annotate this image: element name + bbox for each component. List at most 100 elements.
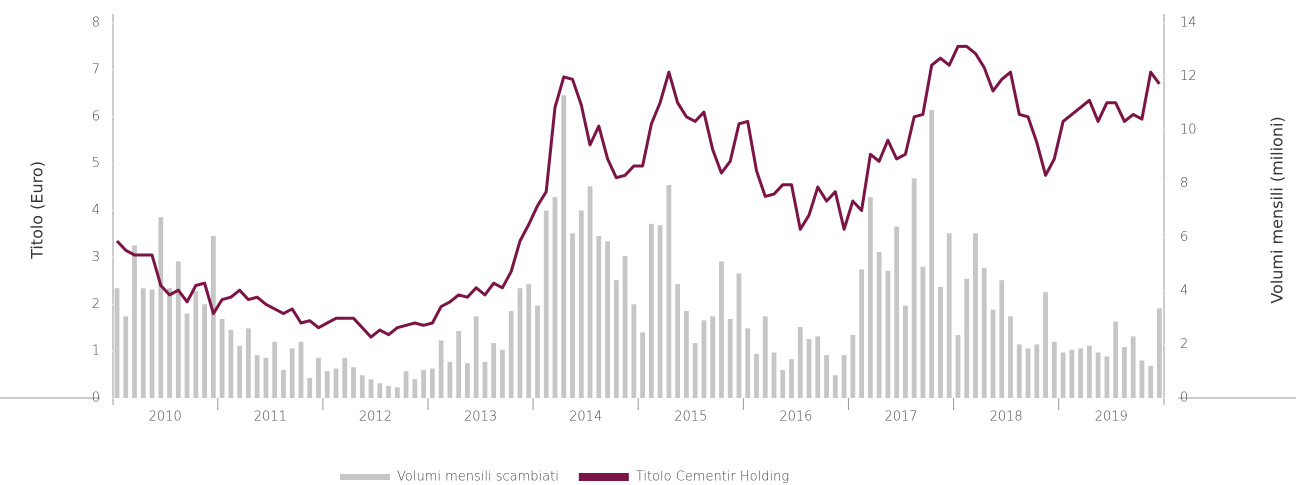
bar: [1016, 344, 1022, 398]
bar: [1139, 360, 1145, 398]
bar: [867, 197, 873, 398]
bar: [482, 361, 488, 398]
bar: [938, 286, 943, 398]
bar: [894, 226, 900, 398]
bar: [307, 377, 313, 398]
bar: [517, 288, 523, 398]
bar: [911, 178, 917, 398]
bar: [1104, 356, 1110, 398]
bar: [876, 252, 882, 398]
bar: [1095, 352, 1101, 398]
y2-tick-label: 0: [1180, 391, 1188, 406]
x-tick-label: 2013: [464, 410, 497, 425]
bar: [964, 278, 970, 398]
bar: [281, 369, 286, 398]
bar: [570, 233, 575, 398]
bar: [754, 353, 759, 398]
legend-label: Volumi mensili scambiati: [397, 470, 559, 485]
y2-tick-label: 8: [1180, 176, 1188, 191]
bar: [429, 368, 435, 398]
bar: [210, 235, 216, 398]
bar: [412, 379, 418, 398]
y2-tick-label: 14: [1180, 16, 1197, 31]
bar: [640, 332, 645, 398]
bar: [1043, 292, 1048, 398]
bar: [351, 367, 356, 398]
bar: [246, 328, 251, 398]
bar: [167, 288, 172, 398]
bar: [710, 316, 716, 398]
line: [115, 44, 1161, 339]
bar: [491, 343, 497, 398]
bar: [114, 288, 120, 398]
bar: [824, 355, 829, 398]
bar: [920, 266, 926, 398]
x-tick-label: 2012: [359, 410, 392, 425]
bar: [543, 210, 549, 398]
x-tick-label: 2018: [990, 410, 1023, 425]
bar: [456, 331, 462, 398]
legend-label: Titolo Cementir Holding: [636, 470, 789, 485]
bar: [780, 369, 786, 398]
bar: [228, 329, 234, 398]
bar: [421, 369, 426, 398]
bar: [631, 304, 637, 398]
bar: [675, 284, 681, 398]
x-tick-label: 2016: [779, 410, 812, 425]
bar: [158, 217, 164, 398]
bar: [175, 261, 181, 398]
bar: [850, 335, 856, 398]
x-tick-label: 2011: [254, 410, 287, 425]
bar: [272, 341, 278, 398]
bar: [184, 313, 190, 398]
bar: [535, 305, 540, 398]
bar: [1034, 344, 1040, 398]
x-tick-label: 2015: [674, 410, 707, 425]
bar: [1069, 349, 1075, 398]
bar: [605, 241, 610, 398]
bar: [132, 245, 137, 398]
bar: [596, 235, 602, 398]
bar: [377, 383, 383, 398]
x-tick-label: 2014: [569, 410, 602, 425]
bar: [438, 340, 444, 398]
y-tick-label: 2: [92, 297, 100, 312]
bar: [578, 210, 584, 398]
bar: [561, 95, 567, 399]
bar: [745, 328, 751, 398]
bar: [762, 316, 768, 398]
x-tick-label: 2017: [884, 410, 917, 425]
bar: [727, 318, 733, 398]
bar: [254, 355, 260, 398]
y-tick-label: 3: [92, 250, 100, 265]
legend-swatch: [340, 474, 390, 480]
bar: [386, 385, 391, 398]
bar: [806, 339, 812, 398]
y2-tick-label: 10: [1180, 123, 1197, 138]
bar: [298, 341, 304, 398]
bar: [666, 185, 672, 398]
bar: [1113, 321, 1119, 398]
x-tick-label: 2019: [1095, 410, 1128, 425]
bar: [473, 316, 479, 398]
bar: [903, 305, 908, 398]
bar: [973, 233, 978, 398]
bar: [1122, 347, 1127, 398]
legend-swatch: [578, 473, 629, 481]
bar: [719, 261, 724, 398]
bar: [359, 375, 365, 398]
x-tick-label: 2010: [149, 410, 182, 425]
bar: [955, 335, 961, 398]
bar: [140, 288, 146, 398]
bar: [324, 371, 330, 398]
bar: [701, 320, 707, 398]
bar: [123, 316, 129, 398]
y-tick-label: 8: [92, 16, 100, 31]
bar: [500, 349, 505, 398]
bar: [447, 361, 453, 398]
bar: [149, 289, 155, 398]
bar: [815, 336, 821, 398]
bar: [333, 368, 339, 398]
bar: [1078, 348, 1083, 398]
bar: [684, 310, 689, 398]
